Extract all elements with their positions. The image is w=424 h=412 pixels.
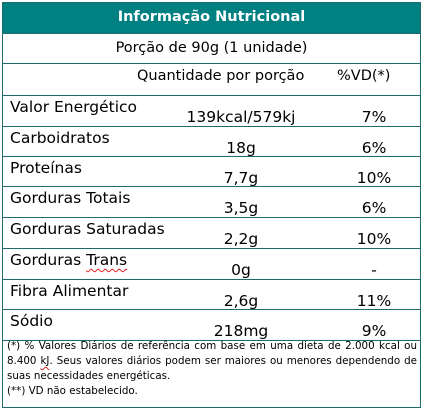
nutrient-row-total-fat: Gorduras Totais 3,5g 6% [3, 187, 420, 218]
nutrient-vd: 9% [361, 322, 387, 340]
nutrient-amount: 7,7g [223, 169, 259, 187]
nutrient-vd: 10% [356, 230, 392, 248]
spellcheck-flagged-word: Trans [86, 251, 128, 269]
nutrient-name: Gorduras Totais [10, 189, 131, 207]
nutrient-amount: 2,6g [223, 292, 259, 310]
nutrient-row-sodium: Sódio 218mg 9% [3, 310, 420, 341]
vd-column-header: %VD(*) [337, 68, 391, 84]
nutrient-row-energy: Valor Energético 139kcal/579kj 7% [3, 96, 420, 127]
nutrient-amount: 139kcal/579kj [186, 108, 296, 126]
portion-size: Porção de 90g (1 unidade) [3, 34, 420, 64]
nutrition-facts-table: Informação Nutricional Porção de 90g (1 … [2, 2, 421, 408]
nutrient-amount: 2,2g [223, 230, 259, 248]
nutrient-amount: 18g [226, 139, 256, 157]
nutrient-amount: 3,5g [223, 199, 259, 217]
nutrient-vd: - [371, 261, 377, 279]
nutrient-amount: 0g [231, 261, 251, 279]
nutrient-vd: 6% [361, 139, 387, 157]
nutrient-name: Carboidratos [10, 129, 110, 147]
footnote-daily-values: (*) % Valores Diários de referência com … [7, 339, 417, 384]
footnote-text: (*) % Valores Diários de referência com … [7, 340, 417, 367]
nutrient-vd: 11% [356, 292, 392, 310]
nutrient-row-protein: Proteínas 7,7g 10% [3, 157, 420, 187]
nutrient-name: Sódio [10, 312, 53, 330]
table-title: Informação Nutricional [3, 3, 420, 34]
nutrient-name: Gorduras Trans [10, 251, 127, 269]
nutrient-name: Valor Energético [10, 98, 138, 116]
spellcheck-flagged-word: kJ [40, 355, 50, 367]
footnote: (*) % Valores Diários de referência com … [7, 339, 417, 399]
nutrient-row-carbs: Carboidratos 18g 6% [3, 127, 420, 157]
footnote-text: . Seus valores diários podem ser maiores… [7, 355, 417, 382]
nutrient-vd: 10% [356, 169, 392, 187]
nutrient-row-trans-fat: Gorduras Trans 0g - [3, 249, 420, 280]
nutrient-vd: 6% [361, 199, 387, 217]
nutrient-vd: 7% [361, 108, 387, 126]
nutrient-row-saturated-fat: Gorduras Saturadas 2,2g 10% [3, 218, 420, 249]
nutrient-amount: 218mg [213, 322, 269, 340]
column-header-row: Quantidade por porção %VD(*) [3, 64, 420, 96]
quantity-column-header: Quantidade por porção [137, 68, 305, 84]
nutrient-name: Gorduras Saturadas [10, 220, 165, 238]
nutrient-name: Proteínas [10, 159, 82, 177]
nutrient-name-prefix: Gorduras [10, 251, 87, 269]
footnote-not-established: (**) VD não estabelecido. [7, 385, 138, 397]
nutrient-row-fiber: Fibra Alimentar 2,6g 11% [3, 280, 420, 310]
nutrient-name: Fibra Alimentar [10, 282, 129, 300]
